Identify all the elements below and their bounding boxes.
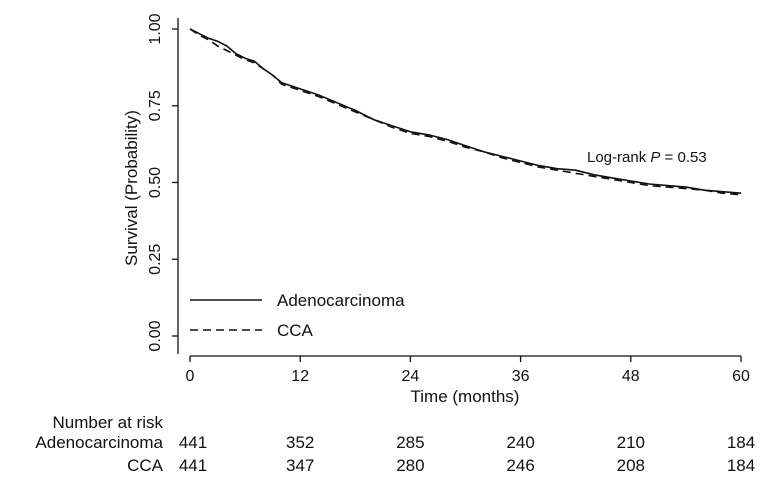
risk-value: 210 [617,433,645,452]
x-axis-title: Time (months) [411,387,520,406]
y-tick-label: 1.00 [147,13,164,44]
x-tick-label: 0 [186,368,195,385]
risk-value: 285 [396,433,424,452]
logrank-suffix: = 0.53 [660,149,706,166]
risk-value: 352 [286,433,314,452]
x-tick-label: 60 [732,368,750,385]
risk-row-label-adenocarcinoma: Adenocarcinoma [35,433,163,452]
risk-value: 240 [506,433,534,452]
logrank-p-symbol: P [650,149,660,166]
risk-value: 441 [179,433,207,452]
y-axis-title: Survival (Probability) [122,110,141,266]
legend: Adenocarcinoma CCA [190,291,405,340]
axes-group: 0.00 0.25 0.50 0.75 1.00 0 12 24 36 48 60 Time (m… [122,13,750,406]
x-tick-label: 12 [291,368,309,385]
y-tick-label: 0.00 [147,320,164,351]
risk-table: Number at risk Adenocarcinoma CCA 441 352… [35,413,755,475]
risk-values: 441 352 285 240 210 184 441 347 280 246 208 184 [179,433,755,475]
y-tick-label: 0.25 [147,244,164,275]
x-ticks: 0 12 24 36 48 60 [186,356,750,385]
x-tick-label: 36 [512,368,530,385]
risk-table-header: Number at risk [52,413,163,432]
risk-value: 347 [286,456,314,475]
risk-value: 441 [179,456,207,475]
risk-value: 184 [727,456,755,475]
series-line-adenocarcinoma [189,28,742,194]
risk-value: 184 [727,433,755,452]
legend-label-cca: CCA [277,321,314,340]
logrank-annotation: Log-rank P = 0.53 [587,149,707,166]
y-ticks: 0.00 0.25 0.50 0.75 1.00 [147,13,178,352]
risk-value: 246 [506,456,534,475]
x-tick-label: 48 [622,368,640,385]
x-tick-label: 24 [402,368,420,385]
risk-value: 208 [617,456,645,475]
y-tick-label: 0.75 [147,90,164,121]
risk-value: 280 [396,456,424,475]
y-tick-label: 0.50 [147,167,164,198]
series-group [189,28,742,196]
logrank-prefix: Log-rank [587,149,650,166]
legend-label-adenocarcinoma: Adenocarcinoma [277,291,405,310]
series-line-cca [189,28,742,196]
risk-row-label-cca: CCA [127,456,164,475]
